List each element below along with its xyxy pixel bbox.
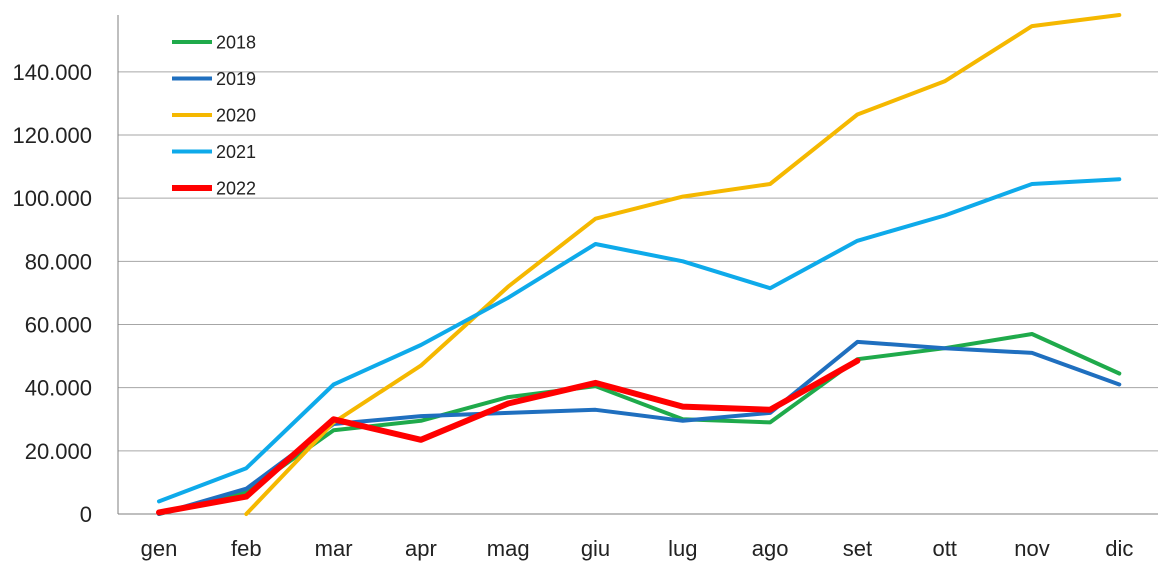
x-tick-label: nov (1014, 536, 1049, 561)
y-tick-label: 40.000 (25, 376, 92, 401)
y-tick-label: 120.000 (12, 123, 92, 148)
legend-label: 2019 (216, 69, 256, 89)
y-tick-label: 0 (80, 502, 92, 527)
grid-layer (118, 71, 1158, 452)
x-tick-label: apr (405, 536, 437, 561)
x-tick-label: dic (1105, 536, 1133, 561)
x-tick-label: ott (932, 536, 956, 561)
y-tick-label: 80.000 (25, 249, 92, 274)
legend-label: 2020 (216, 106, 256, 126)
legend: 2018 2019 2020 2021 2022 (172, 33, 256, 199)
x-tick-label: gen (141, 536, 178, 561)
series-line-2020 (244, 13, 1122, 516)
x-tick-label: giu (581, 536, 610, 561)
x-tick-label: mar (315, 536, 353, 561)
y-tick-label: 140.000 (12, 60, 92, 85)
legend-label: 2018 (216, 33, 256, 53)
series-line-2019 (157, 339, 1122, 516)
legend-label: 2022 (216, 179, 256, 199)
legend-label: 2021 (216, 142, 256, 162)
x-tick-label: feb (231, 536, 262, 561)
series-line-2018 (157, 332, 1122, 516)
x-tick-label: mag (487, 536, 530, 561)
y-tick-label: 60.000 (25, 313, 92, 338)
y-tick-label: 20.000 (25, 439, 92, 464)
x-tick-label: set (843, 536, 872, 561)
x-tick-label: ago (752, 536, 789, 561)
axis-layer: 0 20.000 40.000 60.000 80.000 100.000 120.000 1… (12, 15, 1158, 561)
y-tick-label: 100.000 (12, 186, 92, 211)
series-line-2022 (156, 357, 861, 516)
series-layer (156, 13, 1122, 516)
x-tick-label: lug (668, 536, 697, 561)
series-line-2021 (157, 177, 1122, 504)
